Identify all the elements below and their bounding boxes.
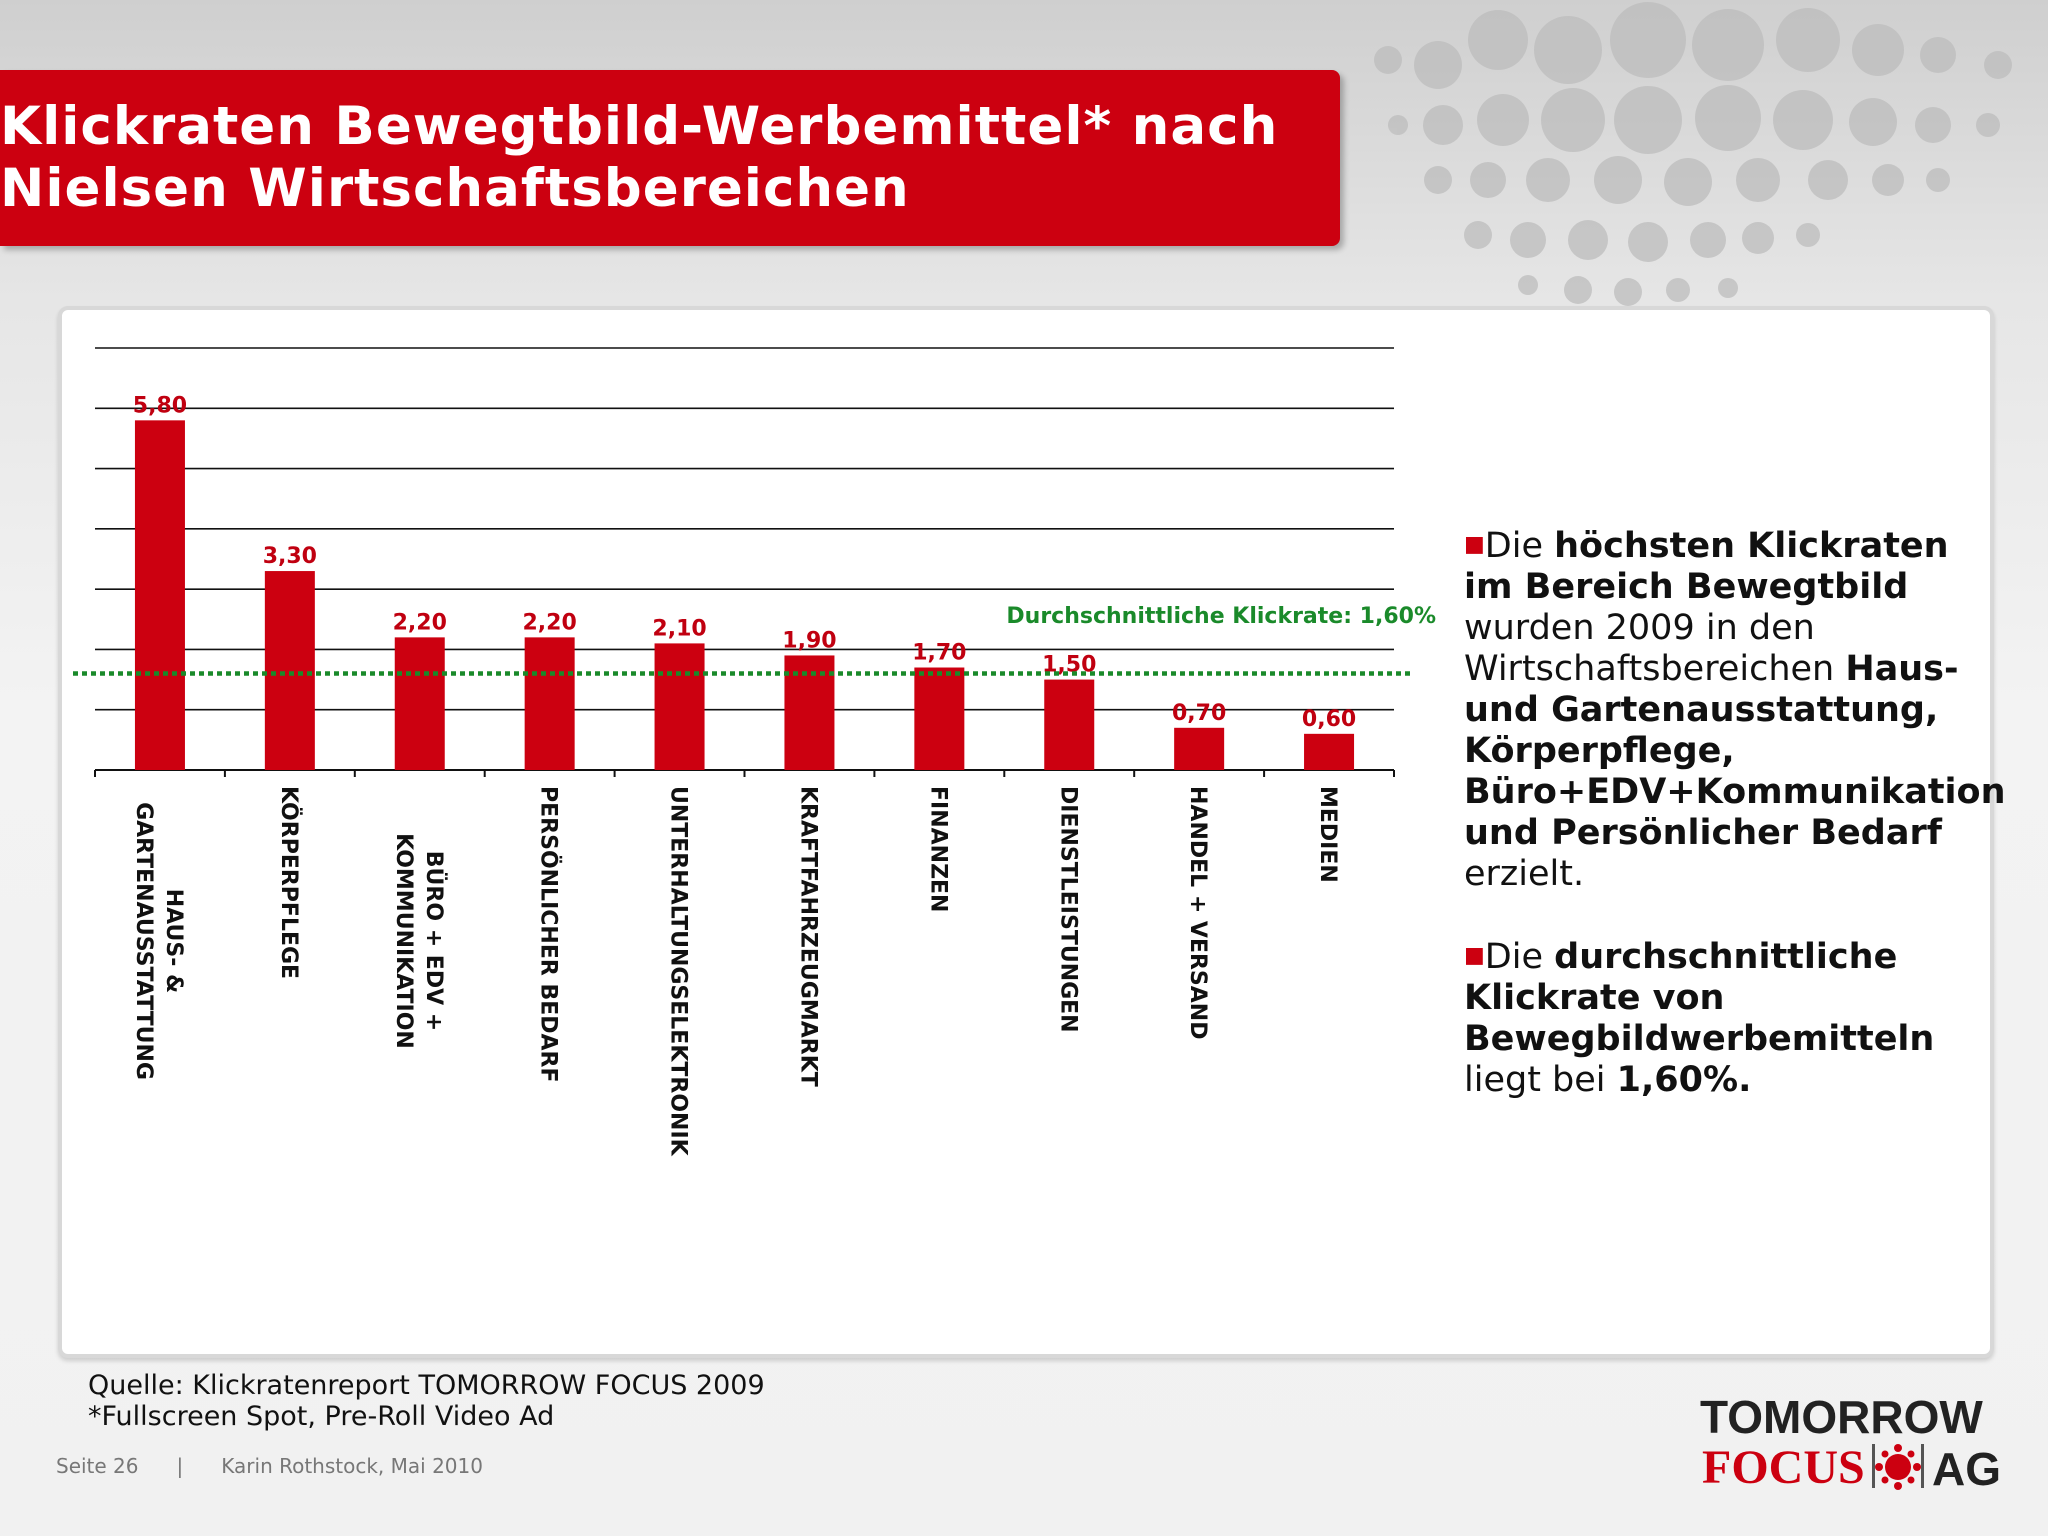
data-label: 1,70 [912,641,966,666]
bar [1174,727,1225,770]
data-label: 0,70 [1172,701,1226,726]
category-label-line: UNTERHALTUNGSELEKTRONIK [666,786,691,1157]
footer: Seite 26 | Karin Rothstock, Mai 2010 [56,1454,483,1478]
category-label: HAUS- &GARTENAUSSTATTUNG [131,802,186,1080]
category-label-line: DIENSTLEISTUNGEN [1055,786,1080,1033]
source-line: Quelle: Klickratenreport TOMORROW FOCUS … [88,1370,765,1401]
category-label-line: BÜRO + EDV + [421,851,447,1031]
bar [1044,679,1095,770]
category-label-line: FINANZEN [925,786,950,912]
bar [394,637,445,770]
bar [914,667,965,770]
logo-tomorrow: TOMORROW [1700,1391,1983,1443]
data-label: 0,60 [1302,707,1356,732]
category-label-line: GARTENAUSSTATTUNG [131,802,156,1080]
chart-panel [58,306,1994,1358]
category-label-line: PERSÖNLICHER BEDARF [536,786,562,1083]
category-label: UNTERHALTUNGSELEKTRONIK [666,786,691,1157]
data-label: 2,20 [393,610,447,635]
data-label: 1,50 [1042,653,1096,678]
footer-separator: | [176,1454,184,1478]
logo-ag: AG [1932,1443,2001,1495]
footnote-line: *Fullscreen Spot, Pre-Roll Video Ad [88,1401,555,1432]
category-label-line: HANDEL + VERSAND [1185,786,1210,1039]
summary-text: ■Die höchsten Klickraten im Bereich Bewe… [1464,524,2006,1141]
footer-author: Karin Rothstock, Mai 2010 [221,1454,483,1478]
category-label: BÜRO + EDV +KOMMUNIKATION [391,833,447,1049]
bullet-icon: ■ [1464,532,1485,557]
bar [134,420,185,770]
category-label: MEDIEN [1315,786,1340,883]
bar [784,655,835,770]
category-label: KÖRPERPFLEGE [276,786,302,979]
category-label-line: KRAFTFAHRZEUGMARKT [795,786,820,1087]
category-label: FINANZEN [925,786,950,912]
logo-sun-icon [1872,1444,1924,1490]
bar [1304,733,1355,770]
category-label: HANDEL + VERSAND [1185,786,1210,1039]
title-banner [0,70,1340,246]
category-label-line: HAUS- & [161,889,186,993]
bar [524,637,575,770]
summary-paragraph-1: ■Die höchsten Klickraten im Bereich Bewe… [1464,526,2006,894]
category-label-line: KÖRPERPFLEGE [276,786,302,979]
company-logo: TOMORROW FOCUS AG [1700,1390,2001,1500]
category-label-line: KOMMUNIKATION [391,833,416,1049]
category-label: DIENSTLEISTUNGEN [1055,786,1080,1033]
bar [264,571,315,770]
bullet-icon: ■ [1464,943,1485,968]
category-label-line: MEDIEN [1315,786,1340,883]
bar [654,643,705,770]
data-label: 5,80 [133,393,187,418]
data-label: 3,30 [263,544,317,569]
page-title: Klickraten Bewegtbild-Werbemittel* nach … [0,96,1279,219]
page-number: Seite 26 [56,1454,139,1478]
decorative-dots [1374,2,2012,306]
logo-focus: FOCUS [1702,1441,1865,1494]
category-label: PERSÖNLICHER BEDARF [536,786,562,1083]
average-label: Durchschnittliche Klickrate: 1,60% [1006,604,1436,629]
data-label: 2,20 [523,610,577,635]
source-note: Quelle: Klickratenreport TOMORROW FOCUS … [88,1370,765,1432]
data-label: 1,90 [782,628,836,653]
data-label: 2,10 [652,616,706,641]
summary-paragraph-2: ■Die durchschnittliche Klickrate von Bew… [1464,937,1935,1100]
category-label: KRAFTFAHRZEUGMARKT [795,786,820,1087]
